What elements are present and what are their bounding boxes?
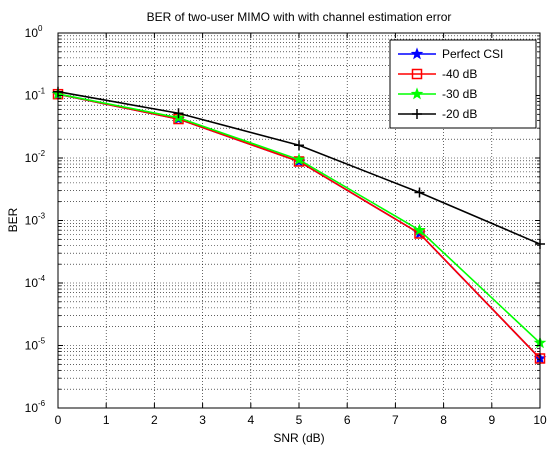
legend-item: Perfect CSI bbox=[398, 47, 503, 61]
x-tick-label: 6 bbox=[344, 413, 351, 427]
legend-label: -40 dB bbox=[442, 67, 477, 81]
series-point bbox=[292, 153, 306, 166]
y-tick-exponent: -6 bbox=[38, 399, 46, 408]
legend-marker bbox=[410, 47, 424, 60]
y-tick-label: 10 bbox=[25, 276, 39, 290]
y-tick-exponent: 0 bbox=[38, 24, 43, 33]
y-tick-label: 10 bbox=[25, 26, 39, 40]
y-tick-label: 10 bbox=[25, 89, 39, 103]
legend-item: -40 dB bbox=[398, 67, 477, 81]
x-tick-label: 7 bbox=[392, 413, 399, 427]
legend: Perfect CSI -40 dB -30 dB -20 dB bbox=[389, 39, 537, 129]
series-group bbox=[51, 86, 547, 364]
x-tick-label: 4 bbox=[247, 413, 254, 427]
legend-label: -20 dB bbox=[442, 107, 477, 121]
y-tick-exponent: -3 bbox=[38, 212, 46, 221]
legend-label: -30 dB bbox=[442, 87, 477, 101]
y-tick-label: 10 bbox=[25, 151, 39, 165]
y-tick-exponent: -2 bbox=[38, 149, 46, 158]
legend-item: -30 dB bbox=[398, 87, 477, 101]
y-tick-label: 10 bbox=[25, 401, 39, 415]
x-tick-label: 8 bbox=[440, 413, 447, 427]
y-tick-label: 10 bbox=[25, 339, 39, 353]
x-tick-label: 3 bbox=[199, 413, 206, 427]
y-axis-label: BER bbox=[6, 207, 20, 232]
legend-item: -20 dB bbox=[398, 107, 477, 121]
x-tick-label: 1 bbox=[103, 413, 110, 427]
y-tick-exponent: -4 bbox=[38, 274, 46, 283]
y-tick-label: 10 bbox=[25, 214, 39, 228]
x-tick-label: 5 bbox=[296, 413, 303, 427]
x-axis-ticks: 0 1 2 3 4 5 6 7 8 9 10 bbox=[55, 33, 547, 427]
series-point bbox=[413, 223, 426, 236]
chart-title: BER of two-user MIMO with with channel e… bbox=[147, 10, 452, 24]
x-axis-label: SNR (dB) bbox=[273, 431, 324, 445]
y-tick-exponent: -1 bbox=[38, 87, 46, 96]
legend-marker bbox=[412, 109, 422, 119]
x-tick-label: 10 bbox=[533, 413, 547, 427]
legend-marker bbox=[410, 87, 424, 100]
legend-marker bbox=[411, 68, 423, 80]
grid bbox=[58, 33, 540, 408]
legend-label: Perfect CSI bbox=[442, 47, 503, 61]
x-tick-label: 0 bbox=[55, 413, 62, 427]
x-tick-label: 2 bbox=[151, 413, 158, 427]
series-point bbox=[173, 108, 184, 119]
series-point bbox=[294, 140, 304, 151]
series-point bbox=[414, 187, 425, 198]
x-tick-label: 9 bbox=[488, 413, 495, 427]
y-tick-exponent: -5 bbox=[38, 337, 46, 346]
